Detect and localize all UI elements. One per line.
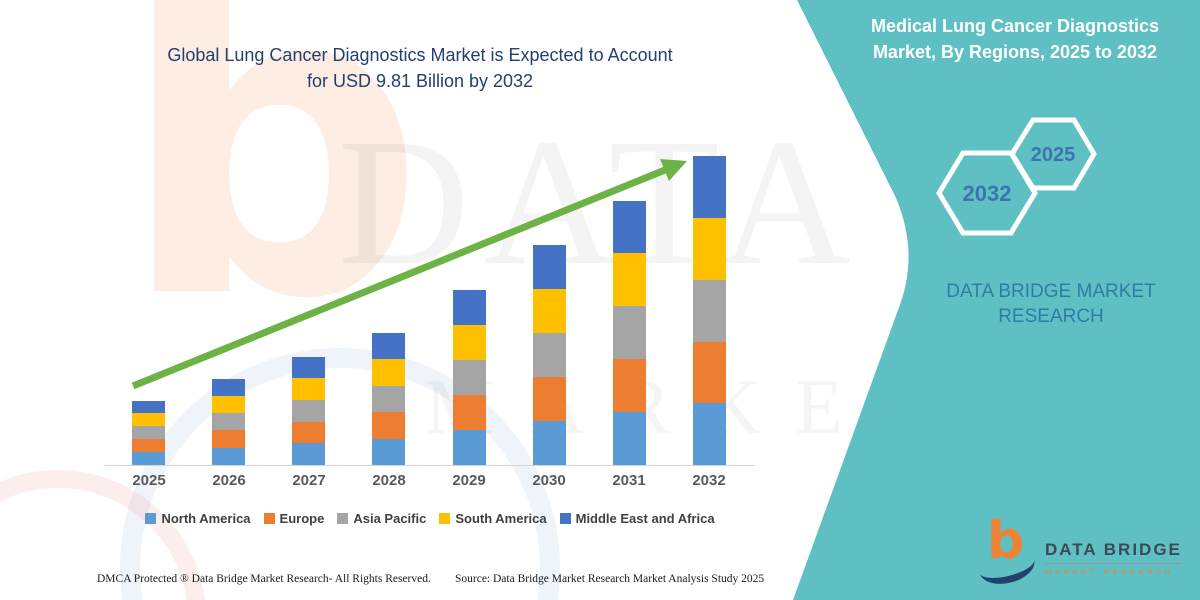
bar-segment-2028: [372, 412, 406, 439]
logo-divider: [1045, 563, 1182, 564]
x-axis-label-2031: 2031: [612, 472, 646, 489]
legend-swatch-icon: [145, 513, 157, 524]
bar-segment-2027: [292, 378, 326, 400]
bar-segment-2026: [212, 447, 246, 465]
bar-segment-2026: [212, 378, 246, 396]
bar-segment-2026: [212, 395, 246, 414]
legend-item: Europe: [263, 511, 325, 526]
x-axis-label-2030: 2030: [532, 472, 566, 489]
legend-label: South America: [455, 511, 547, 526]
source-note: Source: Data Bridge Market Research Mark…: [455, 573, 765, 585]
bar-2028: [372, 332, 406, 465]
x-axis-label-2028: 2028: [372, 472, 406, 489]
bar-segment-2025: [132, 426, 165, 440]
bar-2027: [292, 356, 326, 465]
x-axis-label-2032: 2032: [692, 472, 726, 489]
bar-segment-2032: [692, 218, 726, 280]
bar-2030: [532, 244, 566, 465]
legend-label: Middle East and Africa: [575, 511, 715, 526]
bar-segment-2029: [452, 395, 486, 430]
bar-segment-2027: [292, 421, 326, 444]
x-axis-label-2027: 2027: [292, 472, 326, 489]
logo-b-glyph: b: [987, 511, 1025, 571]
bar-segment-2027: [292, 399, 326, 422]
bar-segment-2028: [372, 438, 406, 465]
bar-segment-2030: [532, 376, 566, 421]
bar-segment-2025: [132, 413, 165, 427]
stacked-bar-chart: [105, 143, 755, 466]
bar-segment-2031: [612, 200, 646, 254]
bar-segment-2025: [132, 452, 165, 465]
bar-segment-2027: [292, 443, 326, 465]
bar-segment-2025: [132, 439, 165, 453]
bar-segment-2029: [452, 430, 486, 465]
bar-2029: [452, 290, 486, 465]
bar-2025: [132, 400, 165, 465]
bar-segment-2028: [372, 359, 406, 386]
bar-segment-2026: [212, 430, 246, 448]
legend-item: North America: [145, 511, 251, 526]
bar-segment-2030: [532, 244, 566, 289]
data-bridge-logo-icon: b: [975, 515, 1039, 590]
brand-text: DATA BRIDGE MARKET RESEARCH: [946, 281, 1156, 327]
data-bridge-logo: b DATA BRIDGE MARKET RESEARCH: [975, 515, 1182, 590]
bar-segment-2028: [372, 332, 406, 359]
bar-segment-2032: [692, 403, 726, 465]
legend-item: South America: [439, 511, 547, 526]
hexagon-2025-label: 2025: [1031, 144, 1076, 166]
bar-2031: [612, 200, 646, 465]
bar-segment-2027: [292, 356, 326, 379]
side-panel-title-line1: Medical Lung Cancer Diagnostics: [870, 16, 1160, 36]
bar-segment-2029: [452, 360, 486, 395]
bar-segment-2030: [532, 332, 566, 377]
bar-segment-2028: [372, 385, 406, 412]
legend-item: Asia Pacific: [337, 511, 426, 526]
hexagon-2025-outline: [1009, 117, 1097, 191]
bar-segment-2032: [692, 279, 726, 342]
x-axis-label-2026: 2026: [212, 472, 246, 489]
bar-segment-2032: [692, 156, 726, 219]
legend-label: Europe: [279, 511, 325, 526]
bar-segment-2031: [612, 253, 646, 307]
logo-name: DATA BRIDGE: [1045, 540, 1182, 559]
x-axis-label-2025: 2025: [132, 472, 166, 489]
x-axis-labels: 2025 2026 2027 2028 2029 2030 2031 2032: [105, 472, 755, 489]
bar-segment-2032: [692, 341, 726, 404]
legend-swatch-icon: [337, 513, 349, 524]
side-panel-title-line2: Market, By Regions, 2025 to 2032: [872, 42, 1158, 63]
logo-text: DATA BRIDGE MARKET RESEARCH: [1045, 540, 1182, 576]
legend-label: North America: [161, 511, 251, 526]
bar-segment-2030: [532, 288, 566, 333]
bar-segment-2031: [612, 412, 646, 465]
legend-swatch-icon: [263, 513, 275, 524]
page-title-line1: Global Lung Cancer Diagnostics Market is…: [167, 45, 673, 65]
legend-swatch-icon: [559, 513, 571, 524]
legend-swatch-icon: [439, 513, 451, 524]
logo-tagline: MARKET RESEARCH: [1045, 567, 1174, 576]
page-title-line2: for USD 9.81 Billion by 2032: [306, 71, 534, 92]
chart-legend: North America Europe Asia Pacific South Ame…: [105, 511, 755, 526]
bar-segment-2025: [132, 400, 165, 414]
bar-2026: [212, 378, 246, 465]
hexagon-2032-outline: [936, 150, 1038, 236]
bar-segment-2029: [452, 325, 486, 360]
bar-segment-2031: [612, 306, 646, 360]
bar-2032: [692, 156, 726, 465]
bar-segment-2026: [212, 413, 246, 431]
dmca-notice: DMCA Protected ® Data Bridge Market Rese…: [97, 573, 431, 585]
page-title: Global Lung Cancer Diagnostics Market is…: [100, 42, 740, 94]
bar-segment-2029: [452, 290, 486, 325]
x-axis-label-2029: 2029: [452, 472, 486, 489]
legend-item: Middle East and Africa: [559, 511, 715, 526]
side-panel-title: Medical Lung Cancer Diagnostics Market, …: [845, 13, 1185, 65]
legend-label: Asia Pacific: [353, 511, 427, 526]
hexagon-2032-label: 2032: [963, 181, 1012, 206]
bar-segment-2031: [612, 359, 646, 413]
logo-swoosh-icon: [975, 543, 1039, 590]
bar-segment-2030: [532, 420, 566, 465]
